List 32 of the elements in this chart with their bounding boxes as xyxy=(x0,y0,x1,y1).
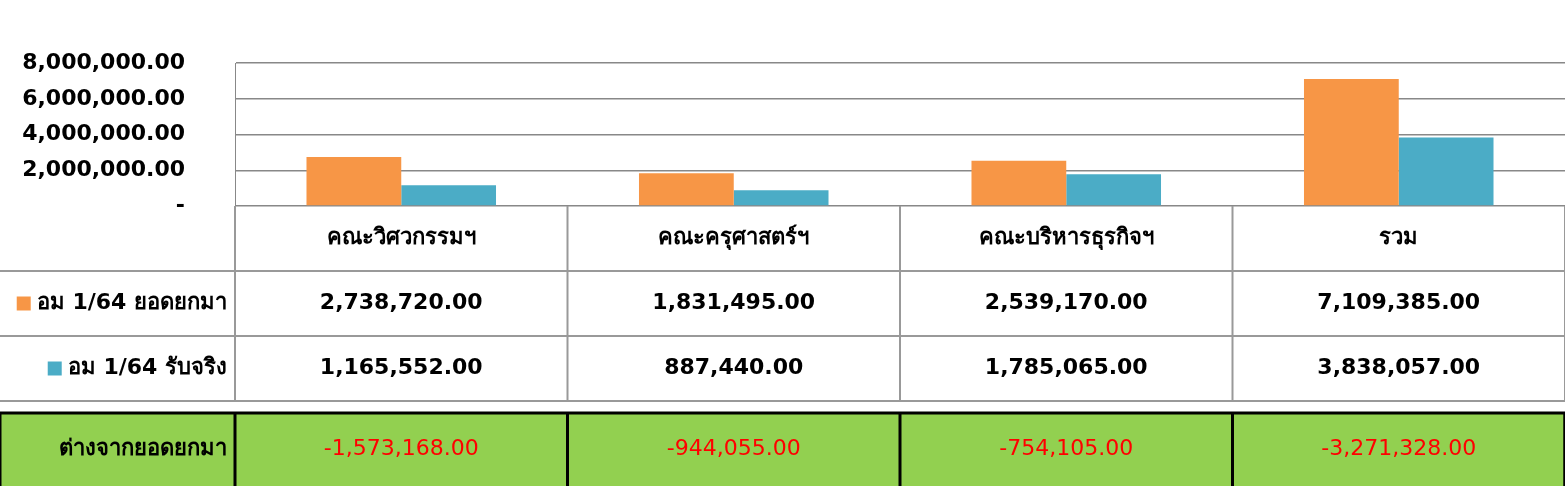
data-label: 1,831,495.00 xyxy=(652,289,816,315)
bar xyxy=(733,190,829,206)
text: -754,105.00 xyxy=(999,435,1134,461)
bar xyxy=(971,160,1067,206)
y-tick-label: 4,000,000.00 xyxy=(22,120,185,146)
bar xyxy=(1398,137,1494,206)
bar xyxy=(306,157,402,206)
bar xyxy=(401,185,497,206)
data-label: 2,539,170.00 xyxy=(984,289,1148,315)
data-label: 2,738,720.00 xyxy=(319,289,483,315)
y-tick-label: 6,000,000.00 xyxy=(22,84,185,110)
x-tick-label: คณะวิศวกรรมฯ xyxy=(326,224,476,250)
text: ต่างจากยอดยกมา xyxy=(59,435,227,461)
data-label: 3,838,057.00 xyxy=(1317,354,1481,380)
text: -944,055.00 xyxy=(666,435,801,461)
legend-label: อม 1/64 รับจริง xyxy=(67,354,227,380)
data-label: 1,165,552.00 xyxy=(319,354,483,380)
text: -3,271,328.00 xyxy=(1321,435,1477,461)
data-label: 887,440.00 xyxy=(664,354,804,380)
data-label: 7,109,385.00 xyxy=(1317,289,1481,315)
x-tick-label: คณะบริหารธุรกิจฯ xyxy=(978,224,1154,252)
bar xyxy=(638,173,734,206)
y-tick-label: 2,000,000.00 xyxy=(22,156,185,182)
data-label: 1,785,065.00 xyxy=(984,354,1148,380)
text: -1,573,168.00 xyxy=(323,435,479,461)
legend-label: อม 1/64 ยอดยกมา xyxy=(36,289,227,315)
x-tick-label: รวม xyxy=(1379,224,1419,250)
bar xyxy=(1066,174,1162,206)
y-tick-label: 8,000,000.00 xyxy=(22,48,185,74)
y-tick-label: - xyxy=(175,191,185,217)
bar xyxy=(1303,79,1399,206)
x-tick-label: คณะครุศาสตร์ฯ xyxy=(658,224,810,252)
